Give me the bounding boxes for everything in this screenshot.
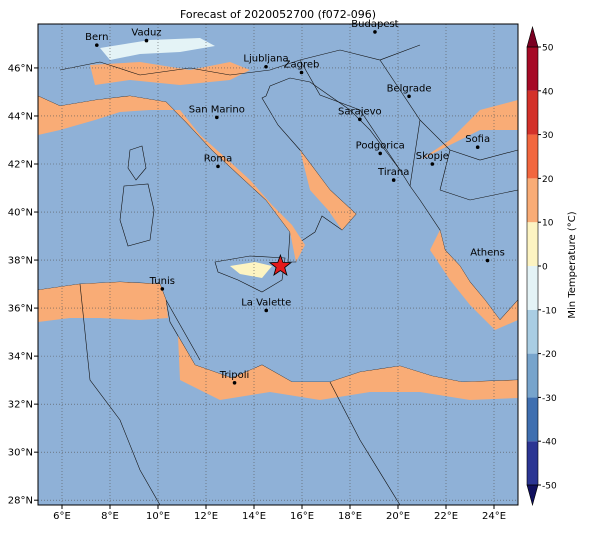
city-dot xyxy=(144,38,149,43)
island-sicily-inner xyxy=(230,262,272,278)
land-africa-coast xyxy=(38,282,518,400)
city-label: Vaduz xyxy=(131,28,161,39)
city-label: Skopje xyxy=(416,151,449,162)
colorbar-tick-label: 50 xyxy=(542,44,554,54)
city-label: Roma xyxy=(204,153,233,164)
colorbar-bin xyxy=(527,266,538,310)
land-alps-cold xyxy=(100,38,215,60)
city-label: Sofia xyxy=(465,134,490,145)
city-label: Athens xyxy=(470,248,505,259)
location-marker xyxy=(268,253,293,276)
colorbar-tick-label: -10 xyxy=(542,306,557,316)
city-dot xyxy=(264,308,269,313)
x-tick-label: 8°E xyxy=(101,511,119,522)
city-dot xyxy=(358,117,362,122)
y-tick-label: 30°N xyxy=(8,448,33,459)
colorbar-tick-label: -40 xyxy=(542,438,557,448)
city-label: Bern xyxy=(85,32,108,43)
colorbar-bin xyxy=(527,309,538,354)
city-label: San Marino xyxy=(189,104,245,115)
colorbar-tick-label: -20 xyxy=(542,350,557,360)
city-dot xyxy=(160,287,165,291)
colorbar-bin xyxy=(527,178,538,223)
x-tick-label: 12°E xyxy=(194,511,218,522)
island-corsica xyxy=(127,145,147,181)
colorbar-tick-label: -30 xyxy=(542,394,557,404)
city-dot xyxy=(232,380,237,385)
city-label: Belgrade xyxy=(387,83,432,94)
map-layers xyxy=(38,24,518,505)
colorbar-over xyxy=(526,25,539,48)
colorbar-bin xyxy=(527,222,538,266)
colorbar: -50 -40 -30 -20 -10 0 10 20 30 40 50 xyxy=(526,25,557,507)
x-tick-label: 6°E xyxy=(53,511,71,522)
colorbar-tick-label: 20 xyxy=(542,175,554,185)
city-dot xyxy=(430,162,435,166)
x-tick-label: 20°E xyxy=(386,511,410,522)
colorbar-tick-label: 40 xyxy=(542,87,554,97)
graticule: 6°E 8°E 10°E 12°E 14°E 16°E 18°E 20°E 22°E 24°E 28… xyxy=(8,24,518,522)
country-borders xyxy=(59,44,518,505)
y-tick-label: 36°N xyxy=(8,304,33,315)
colorbar-tick-label: 10 xyxy=(542,219,554,229)
land-orange xyxy=(38,62,518,330)
city-label: Ljubljana xyxy=(243,54,288,65)
y-tick-label: 46°N xyxy=(8,63,33,74)
city-label: Tripoli xyxy=(219,370,250,381)
city-dot xyxy=(216,164,220,169)
colorbar-under xyxy=(526,484,539,507)
x-tick-label: 10°E xyxy=(146,511,170,522)
y-tick-label: 28°N xyxy=(8,496,33,507)
x-tick-label: 24°E xyxy=(482,511,506,522)
city-label: La Valette xyxy=(241,297,291,308)
colorbar-bin xyxy=(527,134,538,179)
y-tick-label: 44°N xyxy=(8,111,33,122)
colorbar-tick-label: 30 xyxy=(542,131,554,141)
city-dot xyxy=(485,258,490,263)
colorbar-bin xyxy=(527,397,538,442)
city-label: Tunis xyxy=(149,276,175,287)
colorbar-tick-label: -50 xyxy=(542,482,557,492)
city-dot xyxy=(373,30,377,34)
city-dot xyxy=(391,178,396,182)
city-dot xyxy=(378,151,383,156)
city-dot xyxy=(299,70,304,75)
y-tick-label: 38°N xyxy=(8,256,33,267)
title: Forecast of 2020052700 (f072-096) xyxy=(180,8,376,21)
y-tick-label: 40°N xyxy=(8,208,33,219)
colorbar-bin xyxy=(527,47,538,91)
x-tick-label: 14°E xyxy=(242,511,266,522)
city-label: Zagreb xyxy=(284,60,320,71)
city-dot xyxy=(95,43,99,47)
x-tick-label: 22°E xyxy=(434,511,458,522)
colorbar-bin xyxy=(527,90,538,135)
colorbar-tick-label: 0 xyxy=(542,263,548,273)
colorbar-bin xyxy=(527,441,538,485)
island-sicily xyxy=(214,255,286,293)
city-label: Sarajevo xyxy=(338,106,382,117)
island-sardinia xyxy=(119,183,155,247)
city-label: Podgorica xyxy=(356,140,405,151)
colorbar-bin xyxy=(527,353,538,398)
y-tick-label: 32°N xyxy=(8,400,33,411)
city-label: Tirana xyxy=(377,167,409,178)
cities: Bern VaduzBudapestLjubljanaZagrebBelgrade… xyxy=(85,19,505,385)
x-tick-label: 16°E xyxy=(290,511,314,522)
city-dot xyxy=(475,145,480,149)
city-dot xyxy=(407,94,411,99)
city-dot xyxy=(215,115,219,120)
colorbar-label: Min Temperature (°C) xyxy=(567,211,578,318)
plot-frame xyxy=(37,23,519,506)
city-dot xyxy=(264,64,268,69)
y-tick-label: 34°N xyxy=(8,352,33,363)
x-tick-label: 18°E xyxy=(338,511,362,522)
y-tick-label: 42°N xyxy=(8,160,33,171)
